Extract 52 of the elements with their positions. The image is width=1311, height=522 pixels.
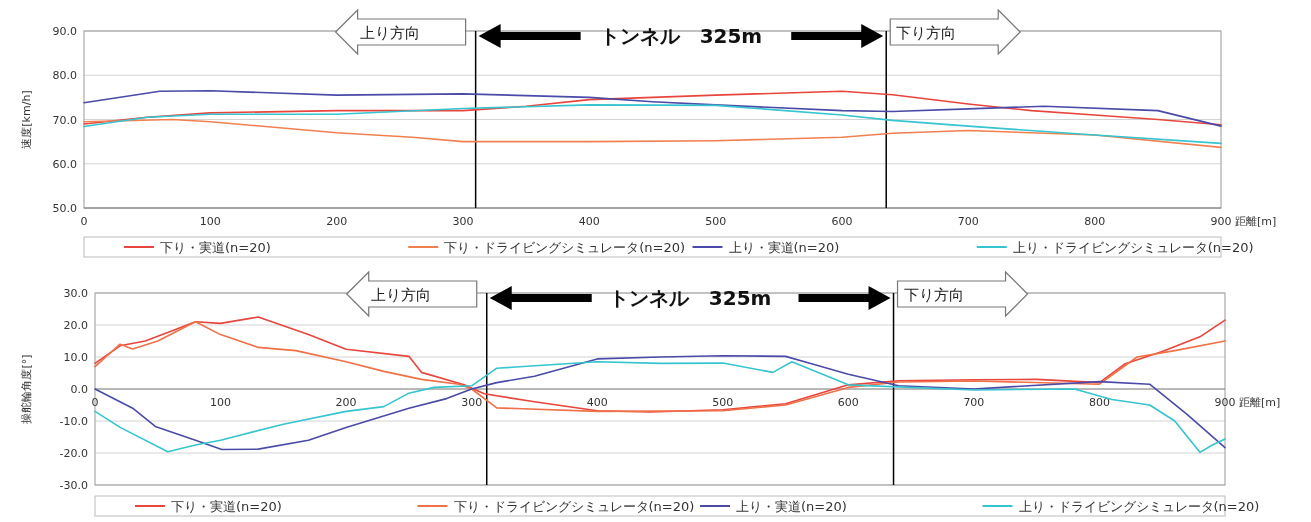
annotation: トンネル 325m	[599, 24, 763, 48]
x-tick-label: 500	[705, 215, 727, 228]
annotation: 上り方向	[359, 24, 420, 42]
y-tick-label: 60.0	[52, 157, 77, 171]
legend-label: 上り・ドライビングシミュレータ(n=20)	[1012, 240, 1254, 255]
x-tick-label: 600	[831, 215, 853, 228]
annotation: 下り方向	[896, 24, 957, 42]
legend-label: 上り・実道(n=20)	[736, 499, 847, 514]
x-tick-label: 400	[586, 396, 608, 409]
legend-label: 上り・実道(n=20)	[728, 240, 840, 255]
annotation: 下り方向	[903, 286, 964, 304]
legend-label: 下り・ドライビングシミュレータ(n=20)	[453, 499, 695, 514]
line-series	[83, 118, 1222, 149]
x-tick-label: 100	[210, 396, 232, 409]
x-tick-label: 0	[91, 396, 99, 409]
x-tick-label: 200	[326, 215, 348, 228]
x-tick-label: 700	[963, 396, 985, 409]
x-tick-label: 900	[1214, 396, 1236, 409]
annotation: 上り方向	[370, 286, 431, 304]
legend-label: 上り・ドライビングシミュレータ(n=20)	[1018, 499, 1260, 514]
x-tick-label: 600	[837, 396, 859, 409]
y-tick-label: -20.0	[59, 447, 88, 460]
x-tick-label: 300	[461, 396, 483, 409]
y-tick-label: 80.0	[52, 69, 77, 83]
y-axis-title: 速度[km/h]	[20, 90, 33, 149]
x-tick-label: 700	[957, 215, 979, 228]
y-tick-label: 0.0	[70, 383, 88, 396]
annotation: トンネル 325m	[608, 286, 772, 310]
x-axis-title: 距離[m]	[1239, 396, 1281, 409]
x-tick-label: 800	[1088, 396, 1110, 409]
x-axis-title: 距離[m]	[1235, 215, 1277, 228]
y-tick-label: 20.0	[63, 319, 88, 332]
x-tick-label: 300	[452, 215, 474, 228]
x-tick-label: 900	[1210, 215, 1232, 228]
y-tick-label: 30.0	[63, 287, 88, 300]
x-tick-label: 100	[199, 215, 221, 228]
y-tick-label: 50.0	[52, 202, 77, 215]
y-axis-title: 操舵輪角度[°]	[20, 354, 33, 424]
y-tick-label: -10.0	[59, 415, 88, 428]
y-tick-label: -30.0	[59, 479, 88, 492]
y-tick-label: 90.0	[52, 25, 77, 38]
legend-label: 下り・ドライビングシミュレータ(n=20)	[444, 240, 686, 255]
x-tick-label: 0	[80, 215, 88, 228]
y-tick-label: 10.0	[63, 351, 88, 364]
x-tick-label: 200	[335, 396, 357, 409]
legend-label: 下り・実道(n=20)	[160, 240, 271, 255]
line-series	[83, 104, 1222, 145]
x-tick-label: 800	[1084, 215, 1106, 228]
y-tick-label: 70.0	[52, 113, 77, 127]
legend-label: 下り・実道(n=20)	[171, 499, 282, 514]
x-tick-label: 500	[712, 396, 734, 409]
x-tick-label: 400	[578, 215, 600, 228]
